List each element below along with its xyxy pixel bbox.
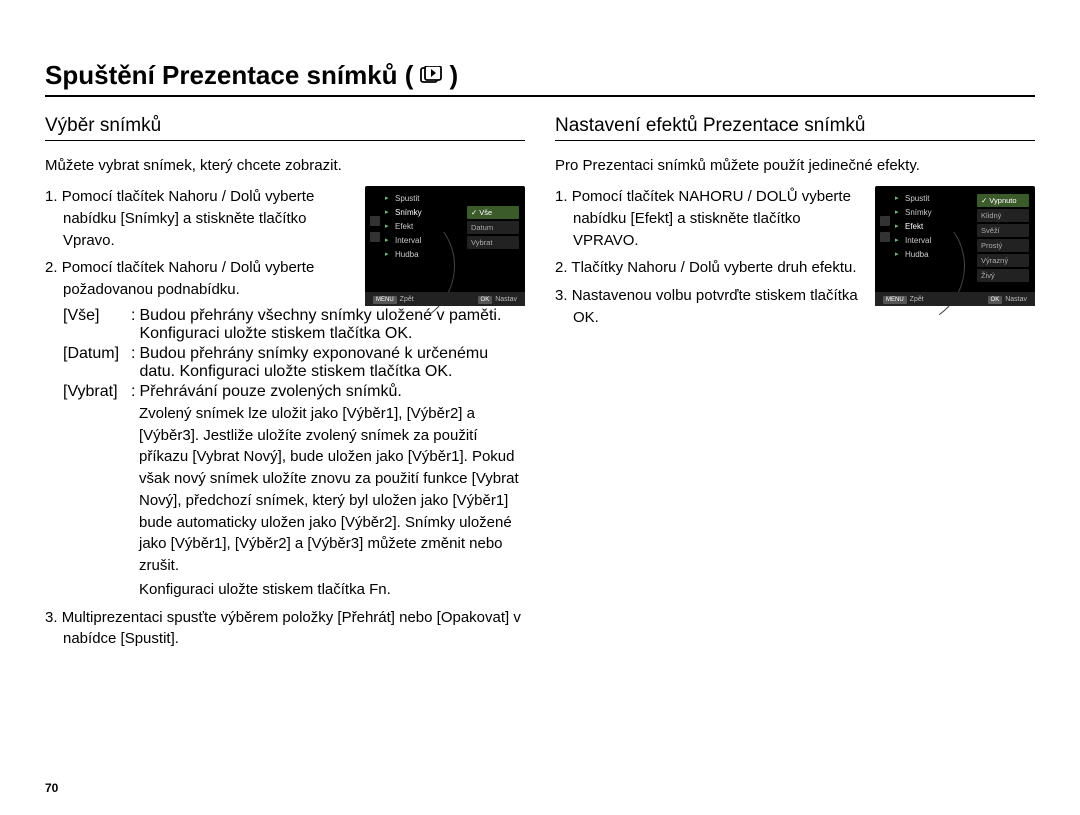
option-all-label: [Vše] — [63, 307, 131, 343]
lcd-screenshot-left: ▸Spustit ▸Snímky ▸Efekt ▸Interval ▸Hudba… — [365, 186, 525, 306]
list-item: 1. Pomocí tlačítek NAHORU / DOLŮ vyberte… — [555, 186, 861, 251]
option-select-cont1: Zvolený snímek lze uložit jako [Výběr1],… — [63, 403, 525, 577]
left-steps-cont: 3. Multiprezentaci spusťte výběrem polož… — [45, 607, 525, 651]
list-item: 2. Pomocí tlačítek Nahoru / Dolů vyberte… — [45, 257, 351, 301]
list-item: 2. Tlačítky Nahoru / Dolů vyberte druh e… — [555, 257, 861, 279]
page-number: 70 — [45, 781, 58, 795]
option-all-desc: Budou přehrány všechny snímky uložené v … — [139, 307, 525, 343]
right-heading: Nastavení efektů Prezentace snímků — [555, 115, 1035, 141]
option-select-desc: Přehrávání pouze zvolených snímků. — [139, 383, 525, 401]
option-date-label: [Datum] — [63, 345, 131, 381]
page-title: Spuštění Prezentace snímků ( ) — [45, 60, 1035, 97]
left-intro: Můžete vybrat snímek, který chcete zobra… — [45, 155, 525, 176]
title-after: ) — [449, 60, 458, 91]
lcd-screenshot-right: ▸Spustit ▸Snímky ▸Efekt ▸Interval ▸Hudba… — [875, 186, 1035, 306]
list-item: 1. Pomocí tlačítek Nahoru / Dolů vyberte… — [45, 186, 351, 251]
right-intro: Pro Prezentaci snímků můžete použít jedi… — [555, 155, 1035, 176]
slideshow-icon — [419, 66, 443, 86]
option-select-label: [Vybrat] — [63, 383, 131, 401]
two-column-layout: Výběr snímků Můžete vybrat snímek, který… — [45, 115, 1035, 656]
title-before: Spuštění Prezentace snímků ( — [45, 60, 413, 91]
left-options: [Vše] : Budou přehrány všechny snímky ul… — [45, 307, 525, 601]
right-steps: 1. Pomocí tlačítek NAHORU / DOLŮ vyberte… — [555, 186, 861, 329]
list-item: 3. Nastavenou volbu potvrďte stiskem tla… — [555, 285, 861, 329]
option-date-desc: Budou přehrány snímky exponované k určen… — [139, 345, 525, 381]
left-heading: Výběr snímků — [45, 115, 525, 141]
option-select-cont2: Konfiguraci uložte stiskem tlačítka Fn. — [63, 579, 525, 601]
right-column: Nastavení efektů Prezentace snímků Pro P… — [555, 115, 1035, 656]
left-column: Výběr snímků Můžete vybrat snímek, který… — [45, 115, 525, 656]
list-item: 3. Multiprezentaci spusťte výběrem polož… — [45, 607, 525, 651]
left-steps: 1. Pomocí tlačítek Nahoru / Dolů vyberte… — [45, 186, 351, 301]
